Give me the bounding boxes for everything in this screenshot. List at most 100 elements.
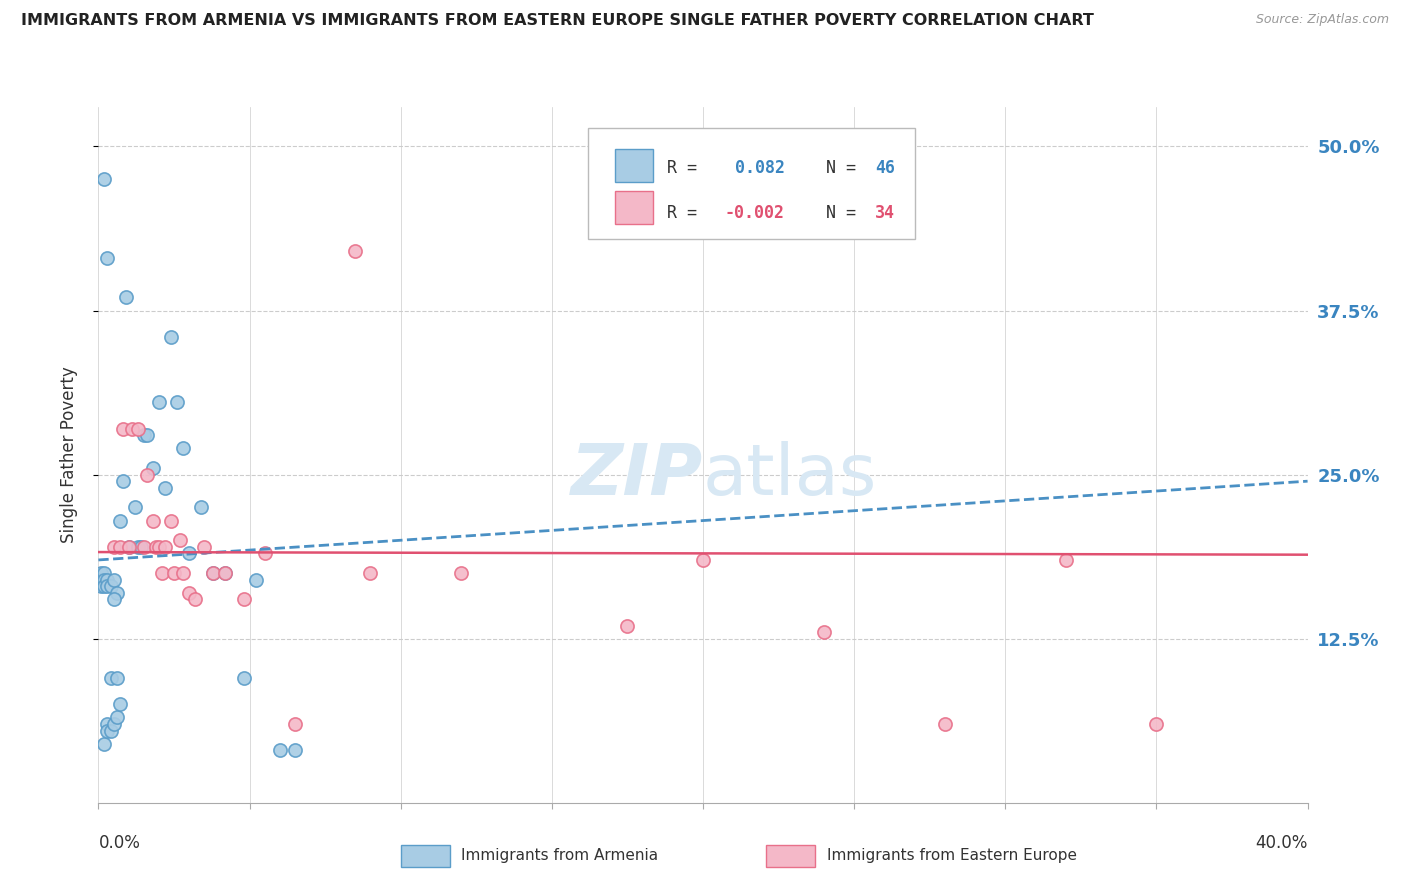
Point (96, 573, 118, 587)
Point (90, 579, 112, 593)
Point (172, 566, 194, 580)
Point (150, 566, 173, 580)
Point (169, 533, 191, 548)
Text: -0.002: -0.002 (724, 203, 785, 222)
Text: R =: R = (666, 159, 707, 177)
Point (111, 422, 134, 436)
Point (1144, 717, 1167, 731)
Point (103, 592, 125, 607)
Point (90, 573, 112, 587)
Point (284, 717, 307, 731)
Point (190, 500, 212, 515)
Point (344, 244, 367, 259)
Point (269, 743, 291, 757)
Point (142, 514, 165, 528)
Text: Immigrants from Eastern Europe: Immigrants from Eastern Europe (827, 848, 1077, 863)
Point (245, 573, 267, 587)
Point (145, 540, 167, 554)
Text: IMMIGRANTS FROM ARMENIA VS IMMIGRANTS FROM EASTERN EUROPE SINGLE FATHER POVERTY : IMMIGRANTS FROM ARMENIA VS IMMIGRANTS FR… (21, 13, 1094, 29)
Point (105, 671, 128, 685)
Point (179, 546, 201, 560)
Point (108, 514, 131, 528)
Point (111, 474, 134, 488)
Point (166, 395, 188, 409)
Point (105, 586, 128, 600)
FancyBboxPatch shape (614, 149, 654, 182)
Point (127, 422, 149, 436)
Point (450, 566, 472, 580)
Text: Source: ZipAtlas.com: Source: ZipAtlas.com (1256, 13, 1389, 27)
Point (163, 566, 186, 580)
Point (692, 553, 714, 567)
Y-axis label: Single Father Poverty: Single Father Poverty (59, 367, 77, 543)
Point (253, 546, 276, 560)
Point (148, 395, 170, 409)
Text: 46: 46 (875, 159, 894, 177)
Point (142, 461, 165, 475)
Point (127, 540, 149, 554)
Point (135, 467, 157, 482)
Point (1054, 553, 1077, 567)
Point (100, 579, 122, 593)
Point (202, 566, 225, 580)
Point (129, 540, 152, 554)
Point (153, 481, 176, 495)
Point (96, 251, 118, 265)
Text: 40.0%: 40.0% (1256, 834, 1308, 852)
Text: 0.082: 0.082 (724, 159, 785, 177)
Text: 0.0%: 0.0% (98, 834, 141, 852)
Point (103, 540, 125, 554)
Point (232, 592, 254, 607)
Point (93, 573, 115, 587)
Point (103, 717, 125, 731)
Point (105, 710, 128, 724)
Point (121, 422, 143, 436)
Point (172, 442, 194, 456)
Point (214, 566, 236, 580)
Point (813, 625, 835, 640)
Point (179, 586, 201, 600)
FancyBboxPatch shape (588, 128, 915, 239)
Point (193, 540, 215, 554)
Point (118, 540, 141, 554)
Point (103, 573, 125, 587)
Point (148, 540, 170, 554)
Point (284, 743, 307, 757)
Text: Immigrants from Armenia: Immigrants from Armenia (461, 848, 658, 863)
Text: N =: N = (806, 203, 866, 222)
Point (202, 566, 225, 580)
Point (96, 723, 118, 738)
Point (96, 579, 118, 593)
Point (214, 566, 236, 580)
Text: atlas: atlas (703, 442, 877, 510)
Point (118, 540, 141, 554)
Point (114, 290, 136, 304)
Point (93, 172, 115, 186)
Text: N =: N = (806, 159, 866, 177)
Point (93, 579, 115, 593)
Point (124, 500, 146, 515)
Point (132, 540, 155, 554)
FancyBboxPatch shape (614, 191, 654, 224)
Point (100, 671, 122, 685)
Point (616, 618, 638, 632)
Point (934, 717, 956, 731)
Text: R =: R = (666, 203, 707, 222)
Point (360, 566, 382, 580)
Point (184, 592, 207, 607)
Point (93, 737, 115, 751)
Point (96, 717, 118, 731)
Point (160, 514, 183, 528)
Point (90, 566, 112, 580)
Text: ZIP: ZIP (571, 442, 703, 510)
Point (153, 540, 176, 554)
Point (108, 540, 131, 554)
Point (108, 698, 131, 712)
Point (100, 723, 122, 738)
Text: 34: 34 (875, 203, 894, 222)
Point (160, 330, 183, 344)
Point (132, 428, 155, 442)
Point (232, 671, 254, 685)
Point (135, 428, 157, 442)
Point (93, 566, 115, 580)
